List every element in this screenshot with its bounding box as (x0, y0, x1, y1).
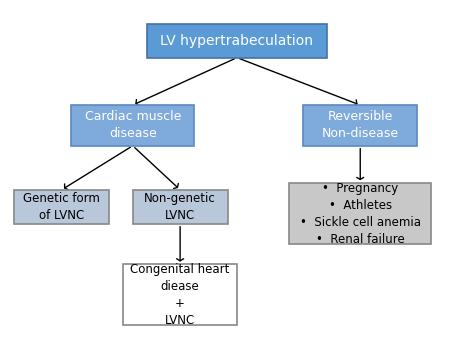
FancyBboxPatch shape (289, 183, 431, 244)
FancyBboxPatch shape (71, 105, 194, 146)
Text: Non-genetic
LVNC: Non-genetic LVNC (144, 192, 216, 222)
FancyBboxPatch shape (133, 190, 228, 224)
Text: Genetic form
of LVNC: Genetic form of LVNC (23, 192, 100, 222)
Text: Reversible
Non-disease: Reversible Non-disease (322, 111, 399, 140)
Text: •  Pregnancy
•  Athletes
•  Sickle cell anemia
•  Renal failure: • Pregnancy • Athletes • Sickle cell ane… (300, 182, 421, 245)
Text: Cardiac muscle
disease: Cardiac muscle disease (84, 111, 181, 140)
Text: LV hypertrabeculation: LV hypertrabeculation (161, 34, 313, 48)
FancyBboxPatch shape (14, 190, 109, 224)
FancyBboxPatch shape (303, 105, 417, 146)
FancyBboxPatch shape (123, 264, 237, 325)
FancyBboxPatch shape (147, 24, 327, 58)
Text: Congenital heart
diease
+
LVNC: Congenital heart diease + LVNC (130, 263, 230, 327)
